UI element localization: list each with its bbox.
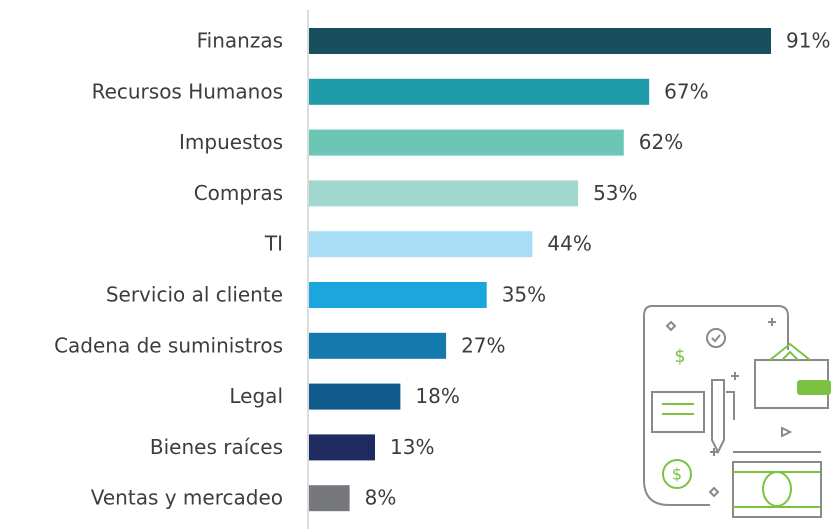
category-label: Servicio al cliente bbox=[106, 283, 283, 307]
value-label: 13% bbox=[390, 435, 434, 459]
category-label: Ventas y mercadeo bbox=[91, 486, 283, 510]
category-label: Compras bbox=[194, 181, 283, 205]
category-label: Cadena de suministros bbox=[54, 333, 283, 357]
value-label: 27% bbox=[461, 333, 505, 357]
svg-text:$: $ bbox=[674, 346, 685, 367]
bar bbox=[309, 384, 400, 410]
value-label: 35% bbox=[502, 283, 546, 307]
value-label: 53% bbox=[593, 181, 637, 205]
value-label: 8% bbox=[365, 486, 397, 510]
bar bbox=[309, 333, 446, 359]
bar bbox=[309, 231, 532, 257]
bar bbox=[309, 79, 649, 105]
value-label: 18% bbox=[415, 384, 459, 408]
bar bbox=[309, 282, 487, 308]
svg-text:$: $ bbox=[672, 465, 682, 484]
category-label: Legal bbox=[229, 384, 283, 408]
value-label: 91% bbox=[786, 29, 830, 53]
bar bbox=[309, 28, 771, 54]
value-label: 44% bbox=[547, 232, 591, 256]
category-label: Finanzas bbox=[197, 29, 283, 53]
category-label: Recursos Humanos bbox=[92, 79, 283, 103]
category-label: Impuestos bbox=[179, 130, 283, 154]
bar bbox=[309, 434, 375, 460]
bar bbox=[309, 180, 578, 206]
bar bbox=[309, 130, 624, 156]
decorative-icon: $ $ bbox=[644, 306, 831, 517]
chart: $ $ Finanzas 91% Recursos Humanos 67% Impues… bbox=[0, 0, 835, 529]
bar bbox=[309, 485, 350, 511]
value-label: 62% bbox=[639, 130, 683, 154]
category-label: Bienes raíces bbox=[150, 435, 283, 459]
category-label: TI bbox=[264, 232, 283, 256]
value-label: 67% bbox=[664, 79, 708, 103]
